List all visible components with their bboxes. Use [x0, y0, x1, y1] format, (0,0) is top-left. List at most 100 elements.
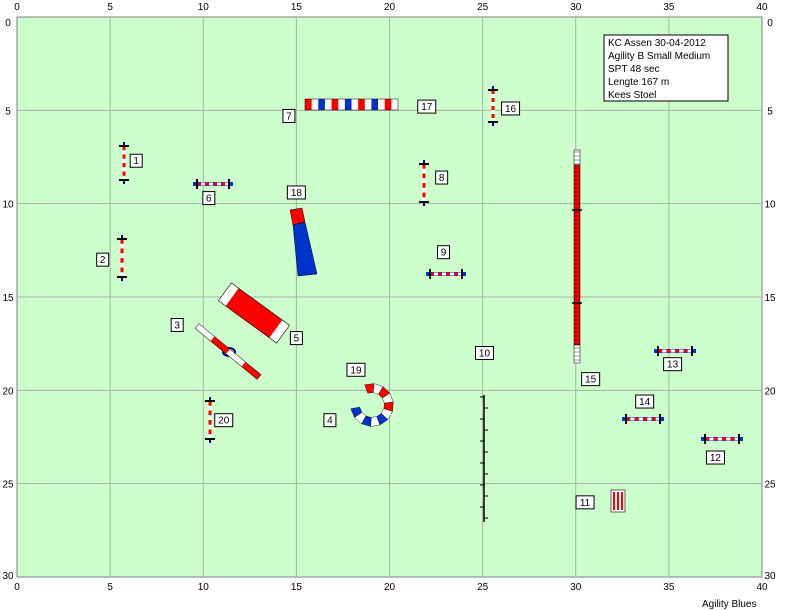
obstacle-number-2: 2 — [96, 252, 110, 267]
obstacle-number-1: 1 — [129, 153, 143, 168]
jump-20 — [205, 397, 215, 443]
obstacle-number-label: 1 — [133, 156, 139, 167]
y-tick-label: 5 — [767, 106, 773, 117]
info-line-4: Lengte 167 m — [608, 77, 669, 88]
x-tick-label: 15 — [291, 582, 303, 593]
tunnel-18 — [289, 207, 318, 277]
obstacle-number-label: 18 — [291, 188, 303, 199]
jump-1 — [119, 142, 129, 184]
obstacle-number-20: 20 — [214, 413, 234, 428]
obstacles — [117, 86, 743, 522]
wall-17 — [304, 98, 399, 111]
obstacle-number-label: 16 — [505, 104, 517, 115]
x-tick-label: 30 — [570, 2, 582, 13]
x-tick-label: 10 — [198, 582, 210, 593]
y-tick-label: 5 — [5, 106, 11, 117]
x-tick-label: 5 — [107, 582, 113, 593]
x-tick-label: 25 — [477, 582, 489, 593]
obstacle-number-19: 19 — [346, 362, 366, 377]
y-tick-label: 30 — [2, 571, 14, 582]
jump-2 — [117, 235, 127, 281]
jump-6 — [193, 179, 233, 189]
obstacle-number-label: 20 — [218, 416, 230, 427]
obstacle-number-9: 9 — [437, 245, 451, 260]
y-tick-label: 0 — [767, 18, 773, 29]
obstacle-number-8: 8 — [435, 170, 449, 185]
obstacle-number-10: 10 — [474, 346, 494, 361]
obstacle-number-label: 6 — [206, 194, 212, 205]
jump-8 — [419, 160, 429, 206]
x-tick-label: 0 — [14, 2, 20, 13]
obstacle-number-17: 17 — [417, 99, 437, 114]
y-tick-label: 10 — [764, 200, 776, 211]
obstacle-number-15: 15 — [581, 372, 601, 387]
obstacle-number-label: 12 — [710, 453, 722, 464]
obstacle-number-12: 12 — [705, 450, 725, 465]
obstacle-number-label: 4 — [327, 416, 333, 427]
obstacle-number-13: 13 — [663, 357, 683, 372]
obstacle-number-label: 3 — [174, 321, 180, 332]
obstacle-number-16: 16 — [501, 101, 521, 116]
obstacle-number-label: 19 — [350, 365, 362, 376]
info-line-5: Kees Stoel — [608, 90, 656, 101]
right-axis-ticks: 0 5 10 15 20 25 30 — [764, 18, 776, 582]
x-tick-label: 30 — [570, 582, 582, 593]
x-tick-label: 15 — [291, 2, 303, 13]
obstacle-number-label: 9 — [441, 248, 447, 259]
obstacle-number-6: 6 — [202, 191, 216, 206]
gridlines — [17, 17, 762, 578]
obstacle-number-18: 18 — [286, 185, 306, 200]
y-tick-label: 10 — [2, 200, 14, 211]
info-line-2: Agility B Small Medium — [608, 51, 710, 62]
x-tick-label: 35 — [663, 2, 675, 13]
x-tick-label: 40 — [756, 582, 768, 593]
x-tick-label: 10 — [198, 2, 210, 13]
y-tick-label: 25 — [764, 480, 776, 491]
y-tick-label: 30 — [764, 571, 776, 582]
obstacle-number-11: 11 — [575, 495, 595, 510]
obstacle-11 — [610, 489, 626, 513]
obstacle-number-label: 8 — [439, 173, 445, 184]
obstacle-number-5: 5 — [289, 331, 303, 346]
y-tick-label: 20 — [764, 386, 776, 397]
y-tick-label: 25 — [2, 480, 14, 491]
obstacle-number-label: 2 — [100, 255, 106, 266]
x-tick-label: 20 — [384, 2, 396, 13]
x-tick-label: 25 — [477, 2, 489, 13]
top-axis-ticks: 0 5 10 15 20 25 30 35 40 — [14, 2, 768, 13]
obstacle-number-label: 14 — [639, 397, 651, 408]
obstacle-number-3: 3 — [170, 318, 184, 333]
obstacle-number-label: 7 — [286, 111, 292, 122]
obstacle-number-label: 15 — [585, 375, 597, 386]
x-tick-label: 5 — [107, 2, 113, 13]
x-tick-label: 40 — [756, 2, 768, 13]
jump-13 — [654, 346, 696, 356]
x-tick-label: 35 — [663, 582, 675, 593]
tunnel-19 — [350, 383, 394, 427]
jump-9 — [426, 269, 466, 279]
info-line-1: KC Assen 30-04-2012 — [608, 38, 706, 49]
course-info-box: KC Assen 30-04-2012 Agility B Small Medi… — [603, 34, 729, 102]
y-tick-label: 15 — [764, 293, 776, 304]
brand-label: Agility Blues — [702, 599, 756, 610]
tunnel-5 — [217, 282, 291, 344]
obstacle-number-label: 17 — [421, 102, 433, 113]
obstacle-number-label: 13 — [667, 360, 679, 371]
obstacle-number-label: 10 — [479, 349, 491, 360]
dogwalk-15 — [572, 149, 582, 364]
seesaw-3-plank — [194, 323, 262, 380]
obstacle-number-7: 7 — [282, 108, 296, 123]
left-axis-ticks: 0 5 10 15 20 25 30 — [2, 18, 14, 582]
obstacle-number-4: 4 — [323, 413, 337, 428]
jump-12 — [701, 434, 743, 444]
y-tick-label: 15 — [2, 293, 14, 304]
info-line-3: SPT 48 sec — [608, 64, 660, 75]
weave-poles-10 — [480, 395, 488, 522]
x-tick-label: 0 — [14, 582, 20, 593]
obstacle-number-14: 14 — [635, 394, 655, 409]
jump-14 — [622, 414, 664, 424]
y-tick-label: 0 — [5, 18, 11, 29]
bottom-axis-ticks: 0 5 10 15 20 25 30 35 40 — [14, 582, 768, 593]
